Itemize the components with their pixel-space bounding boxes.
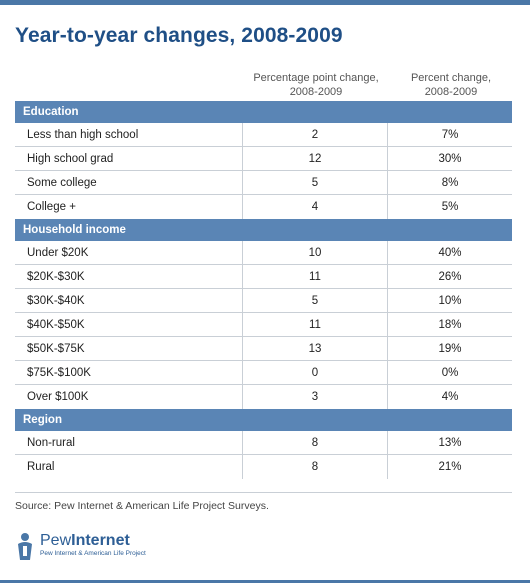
top-accent-bar [0, 0, 530, 5]
table-row: $40K-$50K 11 18% [15, 313, 512, 337]
points-cell: 11 [243, 265, 388, 288]
logo-name-internet: Internet [71, 532, 130, 549]
table-row: Some college 5 8% [15, 171, 512, 195]
table-row: Over $100K 3 4% [15, 385, 512, 409]
pew-internet-logo: PewInternet Pew Internet & American Life… [14, 532, 146, 562]
column-header-percent-line1: Percent change, [410, 72, 492, 84]
row-label: $20K-$30K [15, 265, 243, 288]
row-label: Rural [15, 455, 243, 479]
section-header: Household income [15, 219, 512, 241]
points-cell: 2 [243, 123, 388, 146]
points-cell: 3 [243, 385, 388, 409]
column-header-points-line2: 2008-2009 [289, 86, 343, 98]
points-cell: 8 [243, 431, 388, 454]
points-cell: 10 [243, 241, 388, 264]
row-label: Under $20K [15, 241, 243, 264]
bottom-accent-bar [0, 580, 530, 583]
row-label: $50K-$75K [15, 337, 243, 360]
table-row: $30K-$40K 5 10% [15, 289, 512, 313]
column-header-percent-line2: 2008-2009 [424, 86, 478, 98]
table-row: $50K-$75K 13 19% [15, 337, 512, 361]
percent-cell: 5% [441, 201, 459, 213]
row-label: Over $100K [15, 385, 243, 409]
source-note: Source: Pew Internet & American Life Pro… [15, 500, 269, 512]
table-row: Less than high school 2 7% [15, 123, 512, 147]
row-label: $75K-$100K [15, 361, 243, 384]
percent-cell: 8% [441, 177, 459, 189]
logo-subtitle: Pew Internet & American Life Project [40, 550, 146, 557]
column-header-points: Percentage point change, 2008-2009 [245, 71, 387, 99]
points-cell: 5 [243, 171, 388, 194]
logo-name-pew: Pew [40, 532, 72, 549]
column-header-percent: Percent change, 2008-2009 [390, 71, 512, 99]
percent-cell: 10% [438, 295, 462, 307]
row-label: Some college [15, 171, 243, 194]
data-table: Education Less than high school 2 7% High sc… [15, 101, 512, 479]
percent-cell: 30% [438, 153, 462, 165]
percent-cell: 26% [438, 271, 462, 283]
row-label: Non-rural [15, 431, 243, 454]
percent-cell: 4% [441, 391, 459, 403]
points-cell: 4 [243, 195, 388, 219]
divider [15, 492, 512, 493]
percent-cell: 19% [438, 343, 462, 355]
section-header: Education [15, 101, 512, 123]
points-cell: 11 [243, 313, 388, 336]
points-cell: 5 [243, 289, 388, 312]
table-row: Rural 8 21% [15, 455, 512, 479]
table-row: Under $20K 10 40% [15, 241, 512, 265]
percent-cell: 0% [441, 367, 459, 379]
logo-text: PewInternet Pew Internet & American Life… [40, 532, 146, 558]
table-row: $75K-$100K 0 0% [15, 361, 512, 385]
page-title: Year-to-year changes, 2008-2009 [15, 24, 343, 47]
row-label: $30K-$40K [15, 289, 243, 312]
row-label: $40K-$50K [15, 313, 243, 336]
row-label: High school grad [15, 147, 243, 170]
percent-cell: 40% [438, 247, 462, 259]
table-row: High school grad 12 30% [15, 147, 512, 171]
row-label: Less than high school [15, 123, 243, 146]
points-cell: 0 [243, 361, 388, 384]
column-header-points-line1: Percentage point change, [253, 72, 379, 84]
points-cell: 13 [243, 337, 388, 360]
points-cell: 12 [243, 147, 388, 170]
pew-logo-icon [18, 533, 32, 560]
percent-cell: 21% [438, 461, 462, 473]
section-header: Region [15, 409, 512, 431]
row-label: College + [15, 195, 243, 219]
percent-cell: 7% [441, 129, 459, 141]
percent-cell: 18% [438, 319, 462, 331]
table-row: $20K-$30K 11 26% [15, 265, 512, 289]
percent-cell: 13% [438, 437, 462, 449]
table-row: College +4 5% [15, 195, 512, 219]
points-cell: 8 [243, 455, 388, 479]
logo-name: PewInternet [40, 532, 146, 549]
table-row: Non-rural 8 13% [15, 431, 512, 455]
